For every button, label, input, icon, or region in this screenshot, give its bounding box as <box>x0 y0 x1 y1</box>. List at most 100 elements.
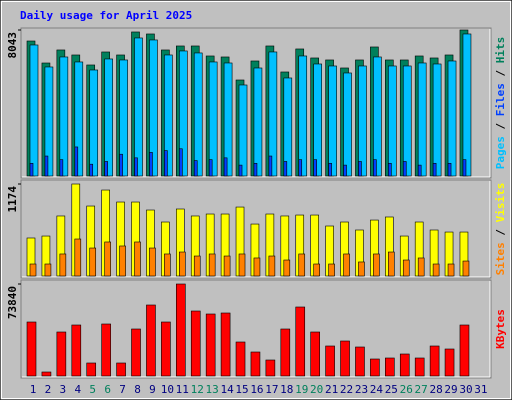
bar <box>414 357 425 377</box>
legend: KBytes <box>494 309 507 349</box>
bar <box>44 155 49 177</box>
bar <box>447 60 457 177</box>
bar <box>253 67 263 177</box>
y-tick-label: 73840 <box>6 286 19 319</box>
bar <box>193 160 198 177</box>
x-tick-label: 17 <box>265 383 278 396</box>
bar <box>462 260 470 277</box>
bar <box>444 348 455 377</box>
bar <box>208 159 213 177</box>
x-tick-label: 19 <box>295 383 308 396</box>
bar <box>29 162 34 177</box>
x-tick-label: 26 <box>400 383 413 396</box>
x-tick-label: 16 <box>250 383 263 396</box>
bar <box>44 66 54 177</box>
bar <box>89 247 97 277</box>
bar <box>253 257 261 277</box>
x-tick-label: 28 <box>429 383 442 396</box>
bar <box>104 161 108 177</box>
bar <box>298 55 308 177</box>
bar <box>417 62 427 177</box>
bar <box>328 263 335 277</box>
bar <box>343 72 352 177</box>
bar <box>402 161 407 177</box>
bar <box>358 161 362 177</box>
bar <box>74 238 82 277</box>
bar <box>388 251 395 277</box>
bar <box>134 157 138 177</box>
bar <box>373 159 377 177</box>
bar <box>223 62 233 177</box>
x-tick-label: 5 <box>89 383 96 396</box>
x-tick-label: 9 <box>149 383 156 396</box>
legend: Sites / Visits <box>494 183 507 276</box>
bar <box>149 152 153 177</box>
bar <box>462 159 467 177</box>
bar <box>74 61 84 177</box>
bar <box>41 371 52 377</box>
bar <box>164 54 173 177</box>
bar <box>235 341 246 377</box>
bar <box>343 253 350 277</box>
bar <box>223 157 228 177</box>
bar <box>220 312 231 377</box>
bar <box>56 331 67 377</box>
x-tick-label: 25 <box>385 383 398 396</box>
bar <box>385 357 395 377</box>
bar <box>268 155 273 177</box>
y-tick-label: 8043 <box>6 32 19 59</box>
bar <box>402 259 410 277</box>
bar <box>310 331 320 377</box>
bar <box>432 63 442 177</box>
bar <box>313 159 317 177</box>
legend-entry: Visits <box>494 183 507 223</box>
bar <box>447 263 455 277</box>
bar <box>149 247 156 277</box>
bar <box>205 313 216 377</box>
bar <box>190 310 201 377</box>
bar <box>298 253 306 277</box>
legend-entry: KBytes <box>494 309 507 349</box>
bar <box>179 148 183 177</box>
legend: Pages / Files / Hits <box>494 37 507 170</box>
bar <box>355 346 365 377</box>
x-tick-label: 15 <box>235 383 248 396</box>
bar <box>101 323 111 377</box>
bar <box>417 257 425 277</box>
bar <box>29 44 39 177</box>
x-tick-label: 20 <box>310 383 323 396</box>
x-tick-label: 31 <box>474 383 487 396</box>
bar <box>208 253 216 277</box>
bar <box>44 263 52 277</box>
bar <box>429 345 440 377</box>
legend-separator: / <box>494 116 507 136</box>
bar <box>280 328 291 377</box>
bar <box>253 162 258 177</box>
bar <box>238 84 248 177</box>
bar <box>74 146 79 177</box>
x-tick-label: 4 <box>74 383 81 396</box>
bar <box>116 362 126 377</box>
bar <box>268 255 276 277</box>
bar <box>59 56 69 177</box>
bar <box>89 69 99 177</box>
bar <box>265 359 276 377</box>
bar <box>26 321 37 377</box>
bar <box>325 345 335 377</box>
bar <box>119 153 123 177</box>
bar <box>119 59 128 177</box>
bar <box>399 353 410 377</box>
bar <box>164 253 171 277</box>
x-tick-label: 24 <box>370 383 384 396</box>
bar <box>29 263 37 277</box>
bar <box>89 163 94 177</box>
x-tick-label: 1 <box>30 383 37 396</box>
x-tick-label: 13 <box>206 383 219 396</box>
bar <box>134 241 141 277</box>
bar <box>432 162 437 177</box>
bar <box>176 283 186 377</box>
bar <box>193 255 201 277</box>
bar <box>59 159 64 177</box>
bar <box>358 65 367 177</box>
